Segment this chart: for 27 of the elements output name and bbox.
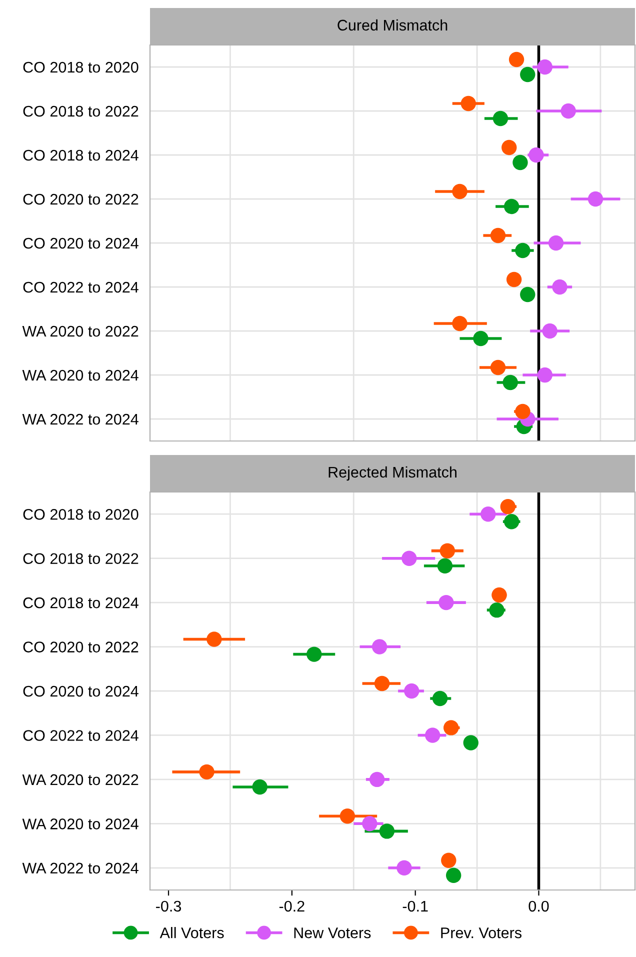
legend-label: All Voters [160, 927, 224, 938]
y-tick-label: CO 2018 to 2022 [23, 553, 138, 564]
x-tick-label: -0.3 [156, 900, 182, 912]
y-tick-label: WA 2022 to 2024 [22, 862, 138, 874]
y-tick-label: CO 2020 to 2022 [23, 642, 138, 652]
chart-title: Cured Mismatch [338, 19, 448, 31]
y-tick-label: WA 2020 to 2022 [22, 326, 138, 337]
y-tick-label: WA 2020 to 2024 [22, 370, 138, 381]
y-tick-label: CO 2020 to 2022 [23, 194, 138, 205]
legend-label: New Voters [294, 928, 371, 938]
y-tick-label: CO 2018 to 2022 [23, 106, 138, 117]
y-tick-label: CO 2022 to 2024 [23, 730, 138, 741]
y-tick-label: CO 2020 to 2024 [23, 686, 138, 697]
y-tick-label: CO 2018 to 2024 [23, 597, 138, 608]
legend-label: Prev. Voters [441, 928, 522, 938]
y-tick-label: CO 2018 to 2020 [23, 62, 138, 73]
x-tick-label: -0.1 [402, 900, 428, 912]
y-tick-label: CO 2022 to 2024 [23, 282, 138, 293]
y-tick-label: CO 2020 to 2024 [23, 238, 138, 249]
y-tick-label: WA 2020 to 2022 [22, 774, 138, 786]
y-tick-label: CO 2018 to 2020 [23, 508, 138, 520]
chart-title: Rejected Mismatch [328, 466, 456, 481]
y-tick-label: CO 2018 to 2024 [23, 150, 138, 161]
y-tick-label: WA 2022 to 2024 [22, 414, 138, 425]
x-tick-label: -0.2 [279, 900, 304, 912]
y-tick-label: WA 2020 to 2024 [22, 818, 138, 830]
x-tick-label: 0.0 [528, 900, 549, 912]
